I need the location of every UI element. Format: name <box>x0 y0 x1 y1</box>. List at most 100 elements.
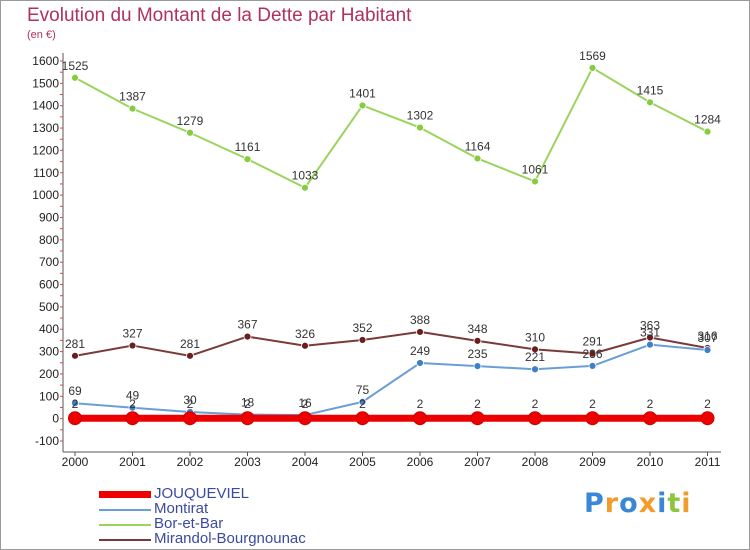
x-tick-label: 2001 <box>119 455 146 469</box>
data-label-mirandol-bourgnounac: 367 <box>237 318 257 332</box>
data-point-montirat <box>703 346 712 354</box>
data-label-mirandol-bourgnounac: 291 <box>582 335 602 349</box>
data-point-montirat <box>588 361 597 370</box>
y-tick-label: 1100 <box>33 166 59 180</box>
x-tick-label: 2002 <box>177 455 204 469</box>
data-point-jouqueviel <box>240 411 255 426</box>
data-point-mirandol-bourgnounac <box>301 341 309 350</box>
data-point-bor-et-bar <box>128 104 137 113</box>
data-point-mirandol-bourgnounac <box>588 349 597 358</box>
data-label-mirandol-bourgnounac: 310 <box>525 330 545 344</box>
data-label-mirandol-bourgnounac: 327 <box>122 327 142 341</box>
data-point-mirandol-bourgnounac <box>473 336 482 345</box>
legend-swatch-mirandol-bourgnounac <box>99 539 151 541</box>
data-point-bor-et-bar <box>416 123 424 132</box>
x-tick-label: 2005 <box>349 455 376 469</box>
y-tick-label: 1400 <box>32 99 59 113</box>
y-tick-label: -100 <box>35 434 59 448</box>
y-tick-label: 500 <box>39 300 59 314</box>
y-tick-label: 900 <box>39 210 59 224</box>
data-label-mirandol-bourgnounac: 363 <box>640 319 660 333</box>
data-label-jouqueviel: 2 <box>704 397 711 411</box>
data-label-mirandol-bourgnounac: 388 <box>410 313 430 327</box>
data-point-bor-et-bar <box>358 101 367 110</box>
data-point-montirat <box>416 359 424 367</box>
data-label-mirandol-bourgnounac: 281 <box>180 337 200 351</box>
chart-title: Evolution du Montant de la Dette par Hab… <box>27 5 412 26</box>
y-tick-label: 1600 <box>32 54 59 68</box>
data-label-mirandol-bourgnounac: 348 <box>467 322 487 336</box>
x-tick-label: 2003 <box>234 455 261 469</box>
legend-swatch-bor-et-bar <box>99 524 151 526</box>
proxiti-logo: Proxiti <box>584 488 692 519</box>
x-tick-label: 2006 <box>407 455 434 469</box>
data-label-montirat: 75 <box>356 383 370 397</box>
data-point-mirandol-bourgnounac <box>243 332 252 341</box>
data-label-montirat: 331 <box>640 326 660 340</box>
data-point-montirat <box>473 362 482 371</box>
x-tick-label: 2004 <box>292 455 319 469</box>
data-label-montirat: 236 <box>582 347 602 361</box>
y-tick-label: 1000 <box>32 188 59 202</box>
y-tick-label: 1200 <box>32 143 59 157</box>
data-point-mirandol-bourgnounac <box>71 351 79 360</box>
data-label-jouqueviel: 2 <box>532 397 539 411</box>
data-label-bor-et-bar: 1279 <box>177 114 204 128</box>
data-point-jouqueviel <box>470 411 485 426</box>
data-point-montirat <box>646 340 654 349</box>
data-label-montirat: 69 <box>68 384 82 398</box>
data-point-bor-et-bar <box>703 127 712 136</box>
x-tick-label: 2010 <box>637 455 664 469</box>
y-tick-label: 800 <box>39 233 59 247</box>
data-point-mirandol-bourgnounac <box>531 345 539 354</box>
data-label-mirandol-bourgnounac: 326 <box>295 327 315 341</box>
data-label-mirandol-bourgnounac: 352 <box>352 321 372 335</box>
data-label-jouqueviel: 2 <box>474 397 481 411</box>
data-label-mirandol-bourgnounac: 316 <box>697 329 717 343</box>
data-point-bor-et-bar <box>646 98 654 107</box>
data-label-jouqueviel: 2 <box>417 397 424 411</box>
y-tick-label: 200 <box>39 367 59 381</box>
data-label-montirat: 249 <box>410 344 430 358</box>
data-point-mirandol-bourgnounac <box>416 328 424 336</box>
data-point-bor-et-bar <box>186 128 194 137</box>
data-point-jouqueviel <box>125 411 140 426</box>
data-label-bor-et-bar: 1061 <box>522 162 549 176</box>
data-label-jouqueviel: 2 <box>187 397 194 411</box>
data-label-montirat: 16 <box>298 396 312 410</box>
data-label-bor-et-bar: 1284 <box>694 113 721 127</box>
series-points <box>68 64 715 426</box>
legend-label-jouqueviel: JOUQUEVIEL <box>154 485 250 502</box>
data-point-bor-et-bar <box>71 73 79 82</box>
data-point-jouqueviel <box>585 411 600 426</box>
data-label-montirat: 49 <box>126 389 140 403</box>
data-point-bor-et-bar <box>473 154 482 163</box>
y-tick-label: 700 <box>39 255 59 269</box>
data-point-bor-et-bar <box>243 155 252 164</box>
data-point-jouqueviel <box>68 411 82 426</box>
x-tick-label: 2008 <box>522 455 549 469</box>
y-tick-label: 600 <box>39 278 59 292</box>
data-point-montirat <box>128 403 137 412</box>
data-label-jouqueviel: 2 <box>72 397 79 411</box>
data-point-mirandol-bourgnounac <box>358 336 367 344</box>
data-point-jouqueviel <box>643 411 657 426</box>
y-tick-label: 400 <box>39 322 59 336</box>
data-point-mirandol-bourgnounac <box>128 341 137 350</box>
data-point-jouqueviel <box>183 411 197 426</box>
data-point-bor-et-bar <box>301 183 309 192</box>
y-tick-label: 1500 <box>32 76 59 90</box>
data-label-jouqueviel: 2 <box>359 397 366 411</box>
data-label-montirat: 18 <box>241 396 255 410</box>
chart-subtitle: (en €) <box>27 29 56 41</box>
data-label-bor-et-bar: 1387 <box>119 90 146 104</box>
data-label-bor-et-bar: 1525 <box>62 59 89 73</box>
data-label-bor-et-bar: 1164 <box>465 139 491 153</box>
data-label-bor-et-bar: 1161 <box>235 140 261 154</box>
y-tick-label: 100 <box>39 389 59 403</box>
data-label-jouqueviel: 2 <box>129 397 136 411</box>
data-point-jouqueviel <box>413 411 427 426</box>
